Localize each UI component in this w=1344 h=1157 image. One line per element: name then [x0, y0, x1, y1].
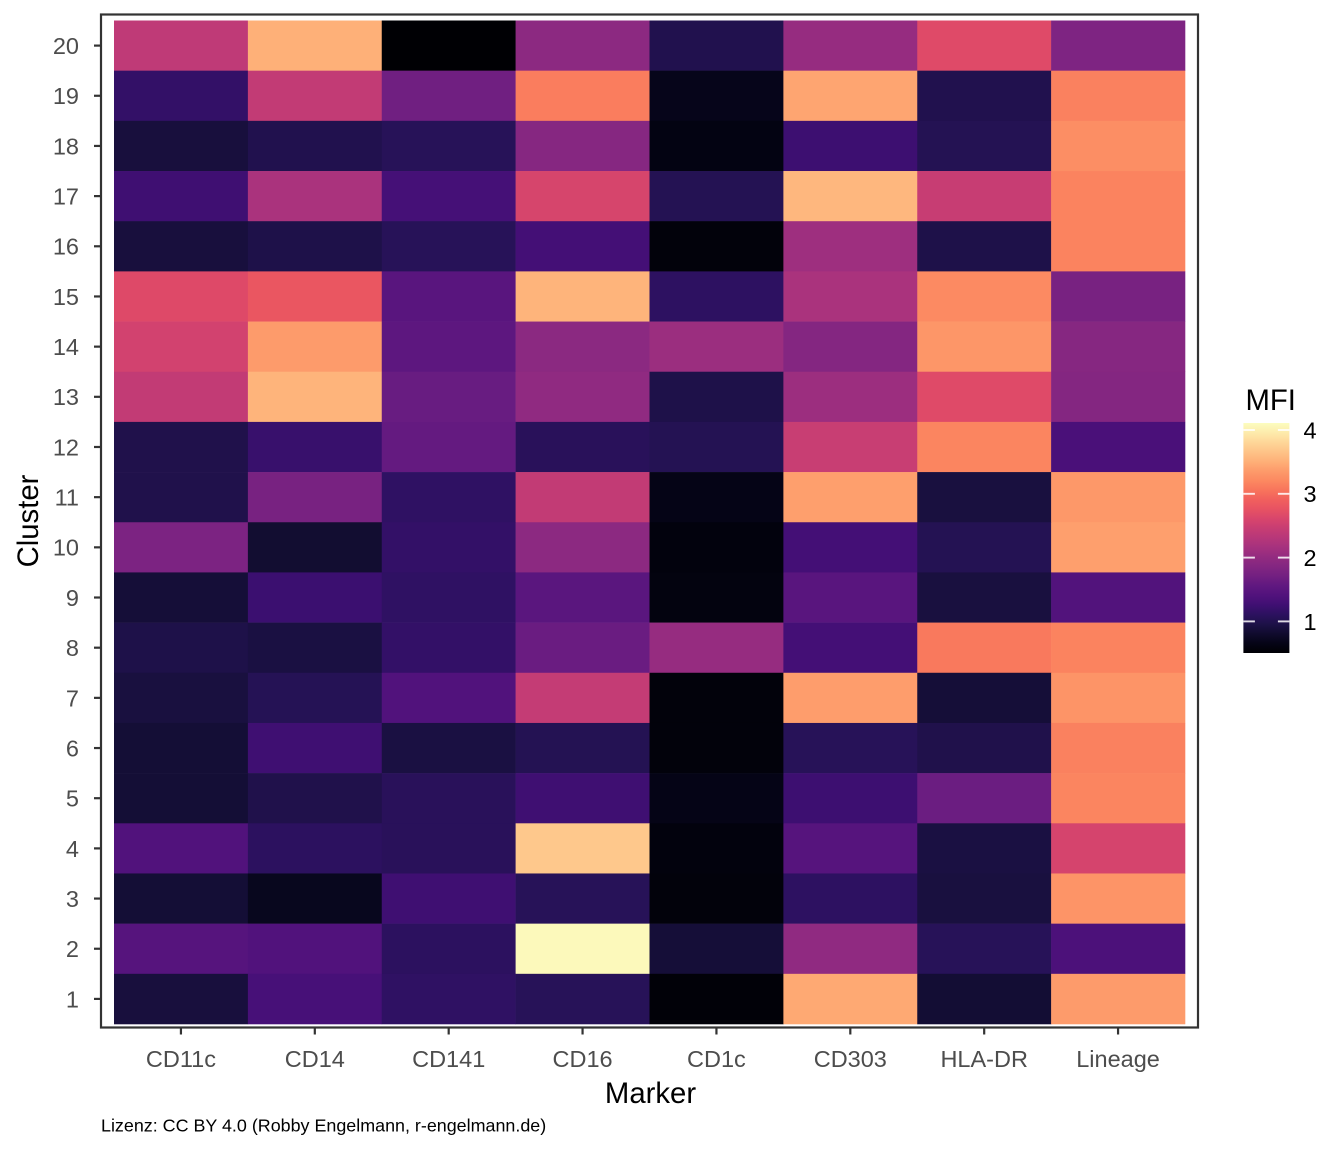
svg-text:CD11c: CD11c [146, 1046, 216, 1072]
svg-text:6: 6 [66, 735, 79, 761]
svg-text:3: 3 [66, 886, 79, 912]
svg-text:3: 3 [1304, 481, 1317, 507]
svg-text:5: 5 [66, 786, 79, 812]
svg-text:MFI: MFI [1246, 384, 1296, 417]
svg-text:7: 7 [66, 685, 79, 711]
svg-text:Marker: Marker [605, 1077, 696, 1110]
svg-text:4: 4 [1304, 417, 1317, 443]
svg-text:HLA-DR: HLA-DR [940, 1046, 1027, 1072]
svg-text:CD141: CD141 [412, 1046, 485, 1072]
svg-text:CD16: CD16 [553, 1046, 613, 1072]
svg-text:1: 1 [66, 986, 79, 1012]
svg-text:13: 13 [53, 384, 79, 410]
svg-text:Cluster: Cluster [12, 474, 45, 567]
svg-text:Lizenz: CC BY 4.0 (Robby Engel: Lizenz: CC BY 4.0 (Robby Engelmann, r-en… [101, 1116, 546, 1136]
svg-text:10: 10 [53, 535, 79, 561]
svg-text:20: 20 [53, 33, 79, 59]
svg-text:17: 17 [53, 184, 79, 210]
svg-text:11: 11 [55, 485, 79, 511]
svg-text:14: 14 [53, 334, 79, 360]
svg-text:CD303: CD303 [814, 1046, 887, 1072]
svg-text:4: 4 [66, 836, 79, 862]
svg-text:CD1c: CD1c [687, 1046, 746, 1072]
svg-text:1: 1 [1304, 609, 1317, 635]
svg-text:8: 8 [66, 635, 79, 661]
svg-text:16: 16 [53, 234, 79, 260]
svg-text:15: 15 [53, 284, 79, 310]
svg-text:2: 2 [66, 936, 79, 962]
svg-text:18: 18 [53, 133, 79, 159]
svg-text:12: 12 [53, 434, 79, 460]
svg-text:2: 2 [1304, 545, 1317, 571]
svg-text:19: 19 [53, 83, 79, 109]
svg-text:Lineage: Lineage [1076, 1046, 1160, 1072]
svg-text:9: 9 [66, 585, 79, 611]
svg-text:CD14: CD14 [285, 1046, 345, 1072]
